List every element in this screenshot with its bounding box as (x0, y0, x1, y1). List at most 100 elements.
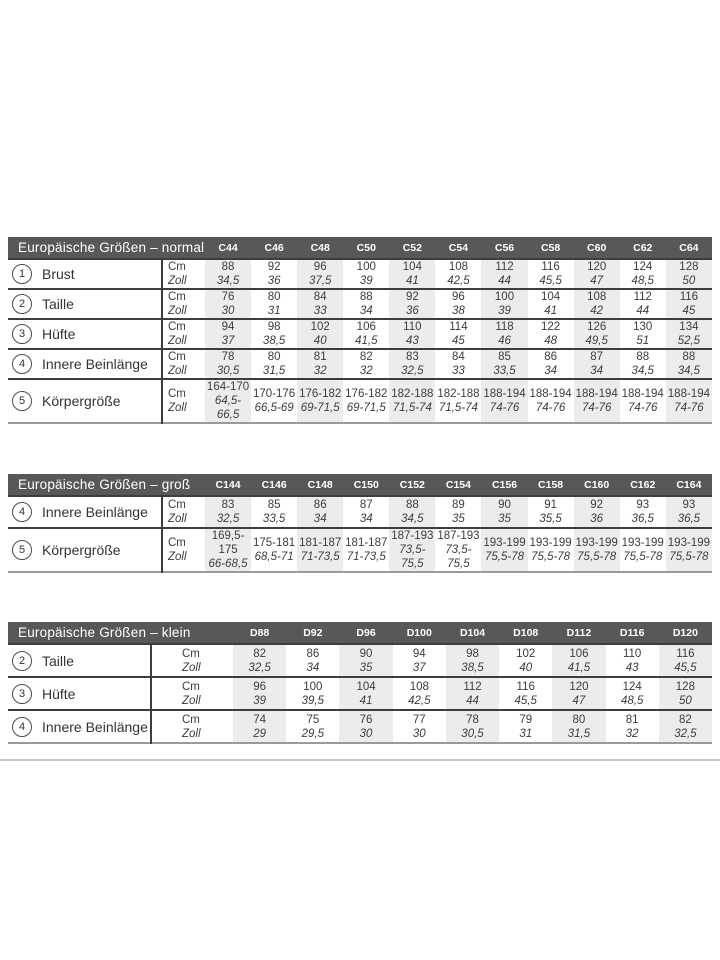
value-cell: 169,5-175 66-68,5 (205, 528, 252, 572)
cm-value: 81 (313, 351, 327, 363)
zoll-value: 71-73,5 (346, 551, 386, 563)
value-cell: 76 30 (339, 710, 393, 743)
zoll-value: 31 (267, 305, 281, 317)
zoll-value: 75,5-78 (577, 551, 617, 563)
unit-zoll-label: Zoll (168, 551, 187, 563)
cm-value: 193-199 (529, 537, 572, 549)
cm-value: 108 (409, 680, 429, 693)
value-cell: 114 45 (435, 319, 481, 349)
value-cell: 188-194 74-76 (665, 379, 712, 423)
value-cell: 91 35,5 (528, 496, 574, 528)
value-cell: 187-193 73,5-75,5 (435, 528, 481, 572)
value-cell: 78 30,5 (205, 349, 252, 379)
zoll-value: 66-68,5 (208, 558, 248, 570)
cm-value: 77 (412, 713, 426, 726)
value-cell: 112 44 (445, 677, 500, 710)
cm-value: 92 (267, 261, 281, 273)
value-cell: 182-188 71,5-74 (435, 379, 481, 423)
zoll-value: 44 (636, 305, 650, 317)
zoll-value: 38,5 (461, 661, 484, 674)
zoll-value: 75,5-78 (531, 551, 571, 563)
zoll-value: 45,5 (514, 694, 537, 707)
unit-cell: Cm Zoll (149, 644, 234, 677)
table-row: 4 Innere Beinlänge Cm Zoll 78 30,5 80 31,5 81 32 8… (8, 349, 712, 379)
column-header: C48 (297, 237, 344, 259)
value-cell: 98 38,5 (445, 644, 500, 677)
zoll-value: 32 (359, 365, 373, 377)
zoll-value: 40 (519, 661, 533, 674)
zoll-value: 75,5-78 (623, 551, 663, 563)
zoll-value: 33,5 (493, 365, 516, 377)
row-label-wrap: 1 Brust (10, 264, 161, 284)
zoll-value: 39 (253, 694, 267, 707)
value-cell: 120 47 (573, 259, 620, 289)
cm-value: 188-194 (621, 388, 664, 400)
value-cell: 104 41 (339, 677, 393, 710)
unit-cell: Cm Zoll (149, 677, 234, 710)
row-label-cell: 2 Taille (8, 289, 162, 319)
cm-value: 112 (495, 261, 514, 273)
zoll-value: 50 (682, 275, 696, 287)
value-cell: 87 34 (573, 349, 620, 379)
cm-value: 80 (572, 713, 586, 726)
column-header: D120 (658, 622, 712, 644)
zoll-value: 32 (625, 727, 639, 740)
cm-value: 75 (306, 713, 320, 726)
column-header: C54 (435, 237, 482, 259)
zoll-value: 39 (498, 305, 511, 317)
cm-value: 100 (303, 680, 323, 693)
value-cell: 88 34,5 (205, 259, 252, 289)
column-header: C160 (573, 474, 620, 496)
value-cell: 110 43 (606, 644, 659, 677)
cm-value: 100 (494, 291, 515, 303)
value-cell: 88 34,5 (620, 349, 666, 379)
row-label-wrap: 5 Körpergröße (10, 540, 161, 560)
zoll-value: 37 (412, 661, 426, 674)
row-label: Taille (42, 652, 74, 669)
zoll-value: 37,5 (309, 275, 332, 287)
cm-value: 108 (448, 261, 469, 273)
unit-zoll-label: Zoll (168, 275, 187, 287)
table-header-bar: Europäische Größen – normal C44 C46 C48 C50 C… (8, 237, 712, 259)
zoll-value: 69-71,5 (346, 402, 386, 414)
zoll-value: 34 (313, 513, 327, 525)
value-cell: 116 45 (665, 289, 712, 319)
column-header: D112 (552, 622, 606, 644)
zoll-value: 52,5 (677, 335, 701, 347)
cm-value: 94 (221, 321, 235, 333)
cm-value: 81 (625, 713, 639, 726)
cm-value: 93 (682, 499, 696, 511)
value-cell: 181-187 71-73,5 (297, 528, 344, 572)
cm-value: 193-199 (667, 537, 710, 549)
cm-value: 86 (544, 351, 557, 363)
column-header: C146 (251, 474, 298, 496)
row-label-wrap: 2 Taille (10, 294, 161, 314)
cm-value: 88 (359, 291, 373, 303)
column-header: C164 (665, 474, 712, 496)
column-header: C56 (481, 237, 528, 259)
cm-value: 98 (267, 321, 281, 333)
row-label-wrap: 5 Körpergröße (10, 391, 161, 411)
zoll-value: 39 (359, 275, 373, 287)
zoll-value: 34 (306, 661, 320, 674)
row-label-wrap: 4 Innere Beinlänge (10, 716, 150, 737)
value-cell: 128 50 (658, 677, 712, 710)
zoll-value: 29 (253, 727, 267, 740)
cm-value: 88 (682, 351, 696, 363)
cm-value: 104 (540, 291, 561, 303)
tables-container: Europäische Größen – normal C44 C46 C48 C50 C… (0, 237, 720, 744)
zoll-value: 38,5 (262, 335, 286, 347)
cm-value: 87 (359, 499, 373, 511)
column-header: D100 (392, 622, 446, 644)
row-label: Körpergröße (42, 393, 121, 409)
zoll-value: 36,5 (677, 513, 701, 525)
zoll-value: 34,5 (216, 275, 240, 287)
zoll-value: 41,5 (567, 661, 591, 674)
unit-zoll-label: Zoll (168, 402, 187, 414)
table-row: 2 Taille Cm Zoll 76 30 80 31 84 33 88 34 92 36 96 38 100… (8, 289, 712, 319)
unit-cell: Cm Zoll (161, 528, 205, 572)
zoll-value: 45,5 (674, 661, 697, 674)
column-header: D88 (233, 622, 287, 644)
column-header: D104 (445, 622, 500, 644)
zoll-value: 42,5 (408, 694, 431, 707)
